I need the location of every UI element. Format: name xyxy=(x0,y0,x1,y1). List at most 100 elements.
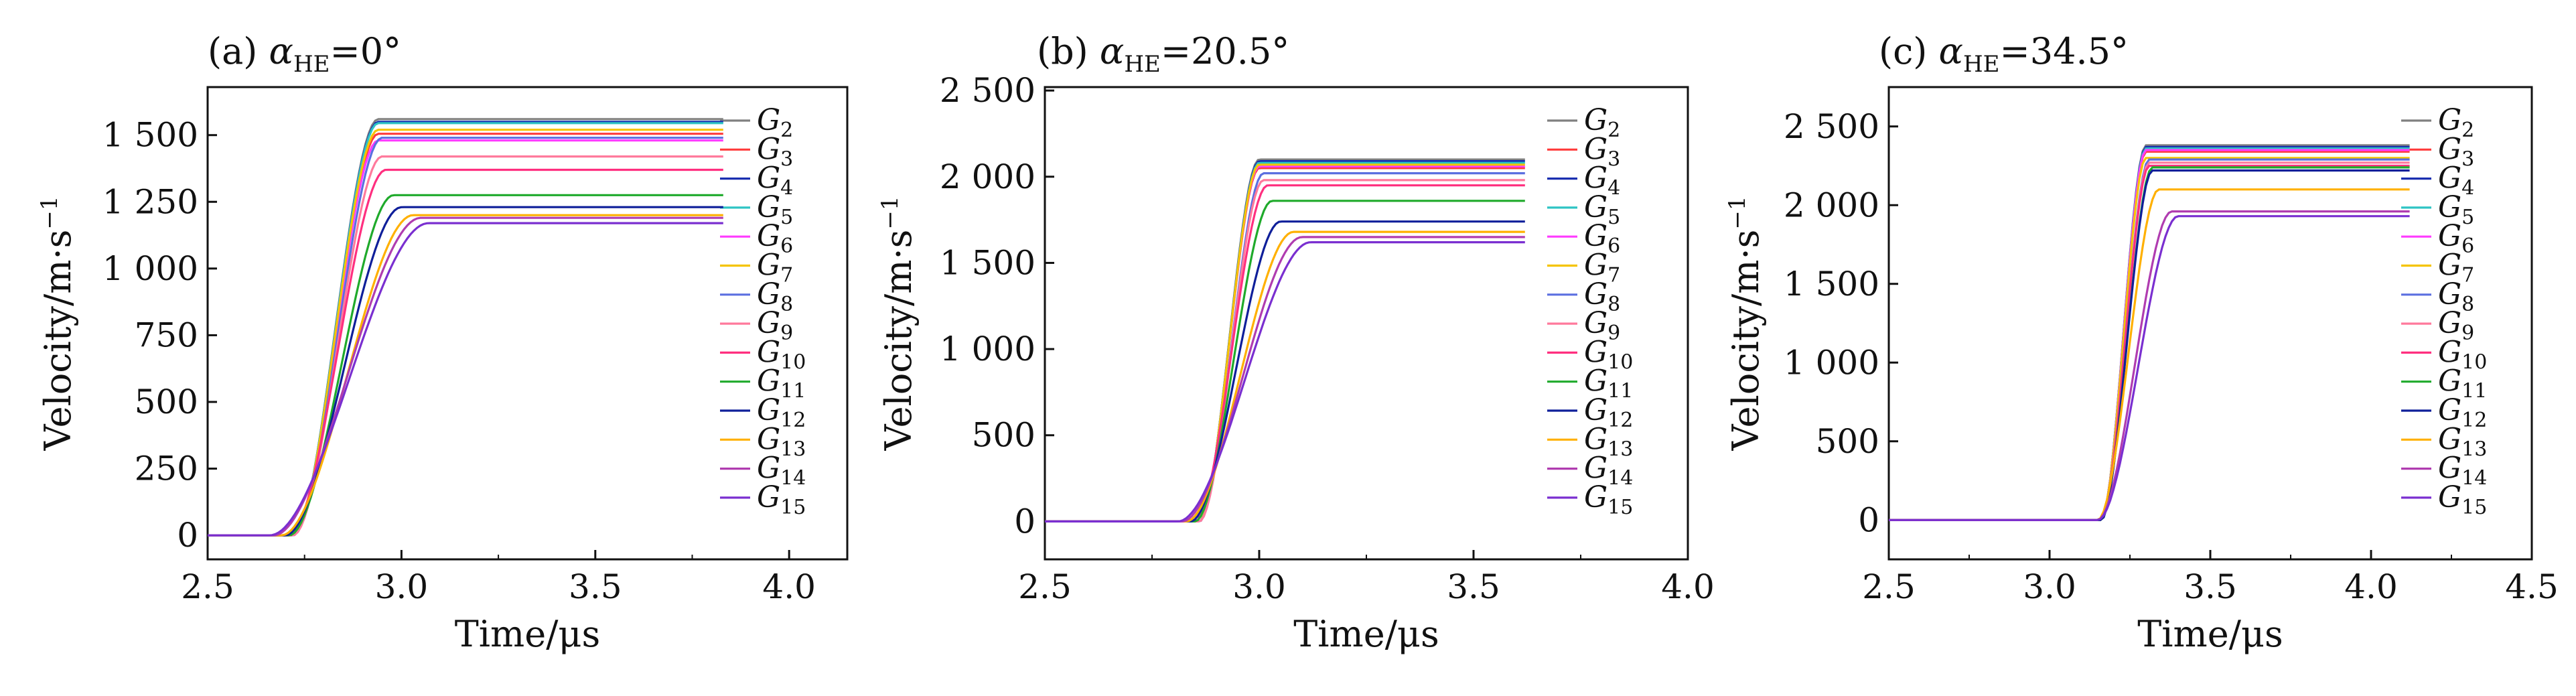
x-tick-label: 2.5 xyxy=(1862,567,1916,606)
legend-label: G10 xyxy=(2438,335,2487,374)
legend-label: G3 xyxy=(2438,132,2474,171)
series-line-g11 xyxy=(208,194,723,537)
panel-title: (a) αHE=0° xyxy=(208,30,401,78)
x-tick-label: 4.0 xyxy=(1661,567,1715,606)
x-tick-label: 4.0 xyxy=(2344,567,2398,606)
y-tick-label: 1 000 xyxy=(1784,343,1879,382)
series-line-g10 xyxy=(208,168,723,537)
series-line-g12 xyxy=(208,206,723,537)
series-line-g14 xyxy=(1045,236,1525,523)
series-line-g3 xyxy=(208,133,723,537)
series-line-g6 xyxy=(1889,149,2410,521)
panel-a: (a) αHE=0° 2.5 3.0 3.5 4.0 0 250 500 750 1 000 1 2… xyxy=(36,30,849,655)
legend-label: G11 xyxy=(2438,364,2487,403)
legend-label: G13 xyxy=(2438,422,2487,461)
x-axis-title: Time/μs xyxy=(2137,613,2283,655)
legend-label: G7 xyxy=(2438,249,2474,287)
series-line-g3 xyxy=(1889,150,2410,521)
series-line-g12 xyxy=(1045,220,1525,523)
series-line-g5 xyxy=(1045,161,1525,523)
legend-label: G7 xyxy=(757,249,793,287)
x-tick-label: 3.5 xyxy=(1447,567,1500,606)
legend-label: G6 xyxy=(2438,219,2474,258)
y-tick-label: 2 000 xyxy=(940,157,1035,196)
y-tick-label: 750 xyxy=(135,316,198,354)
series-line-g2 xyxy=(208,118,723,537)
series-line-g8 xyxy=(208,137,723,537)
legend-label: G3 xyxy=(1584,132,1620,171)
legend-label: G2 xyxy=(2438,103,2474,142)
y-tick-label: 0 xyxy=(1858,500,1879,539)
legend-label: G14 xyxy=(2438,451,2487,490)
y-tick-label: 250 xyxy=(135,449,198,488)
x-axis-title: Time/μs xyxy=(455,613,600,655)
series-line-g14 xyxy=(208,216,723,537)
panel-title: (c) αHE=34.5° xyxy=(1879,30,2129,78)
plot-frame xyxy=(206,86,849,561)
y-tick-label: 2 000 xyxy=(1784,186,1879,224)
x-tick-label: 4.5 xyxy=(2505,567,2559,606)
series-line-g7 xyxy=(208,129,723,537)
legend-label: G8 xyxy=(1584,277,1620,316)
series-line-g9 xyxy=(208,155,723,537)
series-line-g11 xyxy=(1045,200,1525,523)
series-line-g4 xyxy=(1889,145,2410,521)
legend-label: G5 xyxy=(1584,190,1620,229)
y-tick-label: 2 500 xyxy=(1784,107,1879,146)
legend-label: G15 xyxy=(2438,480,2487,519)
legend-label: G8 xyxy=(2438,277,2474,316)
series-line-g13 xyxy=(1889,188,2410,521)
y-tick-label: 500 xyxy=(1816,422,1879,461)
series-line-g2 xyxy=(1889,144,2410,521)
legend-label: G8 xyxy=(757,277,793,316)
x-tick-label: 3.0 xyxy=(375,567,429,606)
legend-label: G4 xyxy=(1584,161,1620,200)
legend-label: G11 xyxy=(757,364,806,403)
series-line-g14 xyxy=(1889,210,2410,521)
series-line-g13 xyxy=(208,214,723,537)
panel-b: (b) αHE=20.5° 2.5 3.0 3.5 4.0 0 500 1 000 1 500 2… xyxy=(877,30,1715,655)
y-tick-label: 1 500 xyxy=(102,116,198,155)
y-tick-label: 1 000 xyxy=(102,249,198,288)
y-tick-label: 1 000 xyxy=(940,330,1035,368)
x-tick-label: 4.0 xyxy=(762,567,816,606)
legend-label: G4 xyxy=(2438,161,2474,200)
legend-label: G9 xyxy=(1584,306,1620,345)
series-line-g4 xyxy=(208,121,723,537)
legend-label: G4 xyxy=(757,161,793,200)
legend-label: G15 xyxy=(757,480,806,519)
series-line-g15 xyxy=(1889,215,2410,521)
series-line-g5 xyxy=(1889,147,2410,521)
y-axis-title: Velocity/m·s−1 xyxy=(877,196,920,451)
series-line-g15 xyxy=(208,222,723,537)
legend-label: G9 xyxy=(757,306,793,345)
legend-label: G5 xyxy=(757,190,793,229)
series-line-g12 xyxy=(1889,169,2410,521)
legend-label: G7 xyxy=(1584,249,1620,287)
series-line-g7 xyxy=(1045,163,1525,523)
y-tick-label: 2 500 xyxy=(940,71,1035,110)
legend-label: G13 xyxy=(757,422,806,461)
x-tick-label: 2.5 xyxy=(181,567,234,606)
panel-c: (c) αHE=34.5° 2.5 3.0 3.5 4.0 4.5 0 500 1 000 1 5… xyxy=(1724,30,2559,655)
legend-label: G11 xyxy=(1584,364,1633,403)
series-line-g6 xyxy=(208,139,723,537)
legend-label: G14 xyxy=(1584,451,1633,490)
series-line-g10 xyxy=(1889,164,2410,521)
y-tick-label: 0 xyxy=(1014,502,1035,541)
y-tick-label: 500 xyxy=(135,382,198,421)
y-tick-label: 1 250 xyxy=(102,182,198,221)
legend-label: G9 xyxy=(2438,306,2474,345)
series-line-g13 xyxy=(1045,230,1525,523)
legend-label: G5 xyxy=(2438,190,2474,229)
legend-label: G13 xyxy=(1584,422,1633,461)
y-tick-label: 0 xyxy=(177,516,198,555)
legend-label: G10 xyxy=(757,335,806,374)
x-tick-label: 3.5 xyxy=(2184,567,2237,606)
series-line-g15 xyxy=(1045,241,1525,523)
legend-label: G12 xyxy=(1584,393,1633,432)
series-line-g2 xyxy=(1045,158,1525,523)
legend-label: G3 xyxy=(757,132,793,171)
y-axis-title: Velocity/m·s−1 xyxy=(36,196,79,451)
